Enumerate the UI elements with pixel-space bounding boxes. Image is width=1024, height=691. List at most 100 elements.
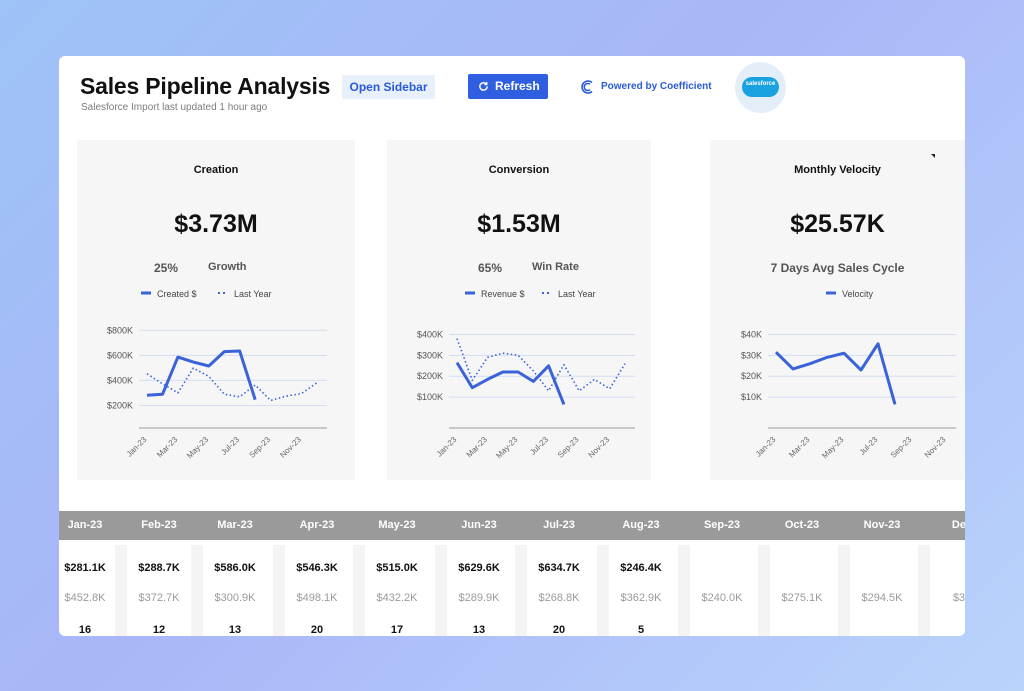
card-value: $1.53M <box>477 210 561 238</box>
refresh-icon <box>479 82 488 91</box>
table-cell: $240.0K <box>701 592 743 604</box>
legend-label: Created $ <box>157 290 197 299</box>
table-cell: 16 <box>78 624 92 636</box>
column-separator <box>273 545 285 636</box>
avg-sales-cycle-text: 7 Days Avg Sales Cycle <box>770 261 905 275</box>
column-separator <box>758 545 770 636</box>
table-cell: 5 <box>637 624 645 636</box>
column-separator <box>353 545 365 636</box>
velocity-card: Monthly Velocity $25.57K 7 Days Avg Sale… <box>710 140 965 480</box>
table-cell: 20 <box>552 624 566 636</box>
column-header[interactable]: Apr-23 <box>299 519 335 531</box>
series-line <box>774 342 897 405</box>
table-cell: 13 <box>228 624 242 636</box>
table-cell: 17 <box>390 624 404 636</box>
table-cell: 13 <box>472 624 486 636</box>
coefficient-logo-icon <box>581 80 593 94</box>
column-separator <box>597 545 609 636</box>
series-line <box>455 361 566 405</box>
y-tick-label: $20K <box>741 371 762 381</box>
creation-line-chart: Created $ Last Year $800K $600K $400K $200K Ja… <box>107 290 327 461</box>
growth-percent: 25% <box>154 261 179 275</box>
table-cell: $294.5K <box>861 592 903 604</box>
y-tick-label: $30K <box>741 350 762 360</box>
table-cell: $432.2K <box>376 592 418 604</box>
table-cell: $634.7K <box>538 562 580 574</box>
win-rate-label: Win Rate <box>532 261 579 273</box>
y-tick-label: $100K <box>417 392 443 402</box>
salesforce-logo-text: salesforce <box>745 81 776 87</box>
table-cell: $362.9K <box>620 592 662 604</box>
x-tick-label: Jan-23 <box>435 435 459 459</box>
table-header-row: Jan-23 Feb-23 Mar-23 Apr-23 May-23 Jun-23 Jul-… <box>59 511 965 540</box>
x-tick-label: Mar-23 <box>155 435 180 460</box>
resize-handle-icon[interactable] <box>931 154 935 158</box>
legend-label: Last Year <box>558 290 596 299</box>
column-separator <box>918 545 930 636</box>
page-title: Sales Pipeline Analysis <box>80 73 331 99</box>
column-header[interactable]: Sep-23 <box>703 519 741 531</box>
card-title: Conversion <box>488 164 550 176</box>
table-cell: $268.8K <box>538 592 580 604</box>
table-cell: $515.0K <box>376 562 418 574</box>
column-separator <box>115 545 127 636</box>
salesforce-logo: salesforce <box>735 62 786 113</box>
monthly-data-table: Jan-23 Feb-23 Mar-23 Apr-23 May-23 Jun-23 Jul-… <box>59 511 965 636</box>
column-separator <box>515 545 527 636</box>
table-cell: 12 <box>152 624 166 636</box>
column-header[interactable]: Oct-23 <box>784 519 820 531</box>
y-tick-label: $200K <box>107 400 133 410</box>
series-line <box>146 367 318 402</box>
salesforce-cloud-icon <box>742 77 779 97</box>
column-separator <box>191 545 203 636</box>
refresh-button[interactable]: Refresh <box>468 74 548 99</box>
column-header[interactable]: Mar-23 <box>217 519 253 531</box>
y-tick-label: $400K <box>417 329 443 339</box>
creation-card: Creation $3.73M 25% Growth Created $ Last… <box>77 140 355 480</box>
y-tick-label: $300K <box>417 350 443 360</box>
last-updated-text: Salesforce Import last updated 1 hour ag… <box>81 102 268 113</box>
column-header[interactable]: Feb-23 <box>141 519 177 531</box>
x-tick-label: Sep-23 <box>247 435 272 460</box>
x-tick-label: Sep-23 <box>889 435 914 460</box>
refresh-label: Refresh <box>495 79 540 93</box>
table-cell: $289.9K <box>458 592 500 604</box>
x-tick-label: May-23 <box>494 435 520 461</box>
x-tick-label: Mar-23 <box>465 435 490 460</box>
table-cell: $288.7K <box>138 562 180 574</box>
card-value: $25.57K <box>790 210 885 238</box>
x-tick-label: Jul-23 <box>528 435 550 457</box>
column-header[interactable]: Aug-23 <box>622 519 660 531</box>
win-rate-percent: 65% <box>478 261 503 275</box>
x-tick-label: Jul-23 <box>858 435 880 457</box>
x-tick-label: May-23 <box>185 435 211 461</box>
y-tick-label: $200K <box>417 371 443 381</box>
legend-label: Velocity <box>842 290 874 299</box>
card-value: $3.73M <box>174 210 258 238</box>
column-header[interactable]: May-23 <box>378 519 416 531</box>
conversion-line-chart: Revenue $ Last Year $400K $300K $200K $100K Ja… <box>417 290 635 461</box>
table-cell: $300.9K <box>214 592 256 604</box>
table-cell: $246.4K <box>620 562 662 574</box>
series-line <box>146 349 257 401</box>
x-tick-label: Jan-23 <box>754 435 778 459</box>
column-header[interactable]: Jul-23 <box>543 519 575 531</box>
dashboard-window: Sales Pipeline Analysis Salesforce Impor… <box>59 56 965 636</box>
growth-label: Growth <box>208 261 247 273</box>
column-header[interactable]: Jan-23 <box>67 519 103 531</box>
table-cell: $275.1K <box>781 592 823 604</box>
column-separator <box>678 545 690 636</box>
table-cell: $546.3K <box>296 562 338 574</box>
column-header[interactable]: Nov-23 <box>863 519 901 531</box>
x-tick-label: May-23 <box>820 435 846 461</box>
table-cell: $38 <box>952 592 965 604</box>
y-tick-label: $800K <box>107 325 133 335</box>
series-line <box>456 338 626 392</box>
column-header[interactable]: Dec <box>951 519 965 531</box>
table-cell: 20 <box>310 624 324 636</box>
table-cell: $281.1K <box>64 562 106 574</box>
column-separator <box>838 545 850 636</box>
table-cell: $372.7K <box>138 592 180 604</box>
column-header[interactable]: Jun-23 <box>461 519 497 531</box>
open-sidebar-button[interactable]: Open Sidebar <box>342 75 435 99</box>
